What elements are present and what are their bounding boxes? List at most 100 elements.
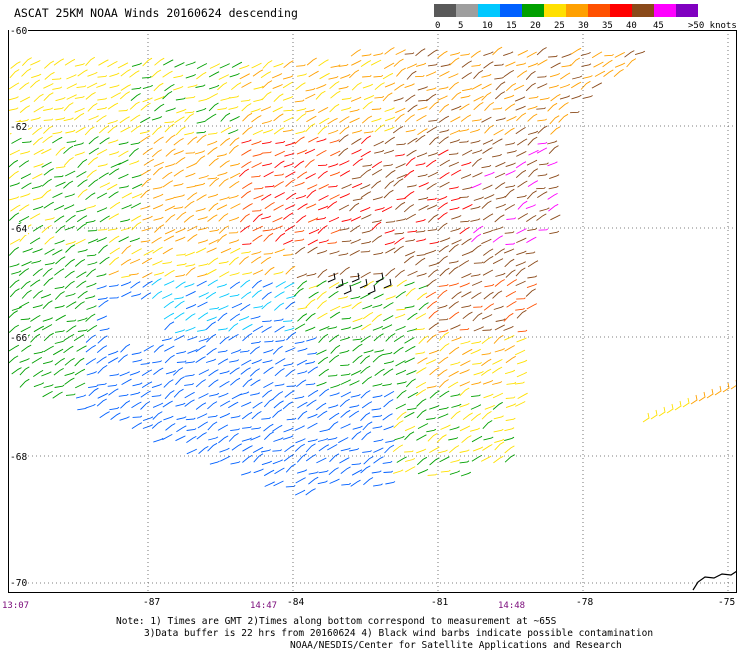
- wind-barb: [198, 337, 209, 342]
- wind-barb: [451, 91, 462, 101]
- legend-swatch-4: [522, 4, 544, 17]
- wind-barb: [274, 173, 285, 177]
- wind-barb: [415, 162, 426, 166]
- wind-barb: [494, 76, 505, 80]
- wind-barb: [427, 433, 438, 442]
- wind-barb: [285, 463, 296, 473]
- wind-barb: [175, 157, 186, 165]
- wind-barb: [349, 108, 360, 113]
- lat-label: -64: [9, 224, 29, 235]
- wind-barb: [493, 415, 504, 420]
- wind-barb: [173, 74, 184, 79]
- wind-barb: [294, 238, 305, 242]
- wind-barb: [415, 62, 427, 67]
- wind-barb: [152, 246, 163, 254]
- wind-barb: [130, 391, 141, 396]
- wind-barb: [362, 83, 374, 89]
- wind-barb: [241, 139, 252, 144]
- wind-barb: [706, 388, 714, 399]
- wind-barb: [714, 385, 722, 396]
- wind-barb: [219, 137, 231, 146]
- wind-barb: [263, 366, 274, 374]
- wind-barb: [318, 470, 329, 474]
- wind-barb: [129, 237, 141, 243]
- wind-barb: [482, 380, 494, 385]
- wind-barb: [492, 258, 504, 265]
- wind-barb: [418, 302, 429, 311]
- wind-barb: [305, 93, 316, 100]
- wind-barb: [54, 329, 65, 333]
- wind-barb: [19, 358, 30, 363]
- wind-barb: [449, 445, 460, 454]
- wind-barb: [64, 258, 75, 268]
- legend-swatch-9: [632, 4, 654, 17]
- wind-barb: [131, 422, 143, 429]
- wind-barb: [132, 183, 143, 190]
- wind-barb: [504, 103, 516, 111]
- wind-barb: [184, 131, 195, 136]
- wind-barb: [239, 73, 250, 80]
- wind-barb: [495, 161, 506, 168]
- wind-barb: [449, 186, 459, 190]
- wind-barb: [242, 445, 253, 452]
- wind-barb: [429, 136, 440, 146]
- wind-barb: [294, 425, 305, 431]
- wind-barb: [64, 193, 75, 198]
- wind-barb: [209, 63, 221, 69]
- wind-barb: [33, 148, 44, 155]
- wind-barb: [284, 152, 295, 157]
- wind-barb: [261, 141, 272, 145]
- wind-barb: [307, 422, 318, 429]
- wind-barb: [261, 120, 273, 125]
- wind-barb: [228, 216, 240, 222]
- wind-barb: [176, 211, 187, 221]
- wind-barb: [151, 69, 162, 78]
- wind-barb: [373, 52, 384, 57]
- wind-barb: [427, 228, 438, 232]
- legend-label: 5: [458, 21, 464, 31]
- wind-barb: [570, 81, 582, 89]
- wind-barb: [297, 306, 308, 310]
- wind-barb: [76, 280, 87, 289]
- wind-barb: [372, 354, 383, 363]
- wind-barb: [371, 235, 383, 243]
- wind-barb: [30, 315, 41, 322]
- wind-barb: [63, 334, 75, 341]
- wind-barb: [349, 380, 360, 386]
- wind-barb: [506, 301, 517, 308]
- wind-barb: [9, 238, 21, 245]
- wind-barb: [503, 325, 514, 331]
- wind-barb: [239, 213, 250, 223]
- wind-barb: [448, 301, 459, 309]
- map-frame: [8, 30, 737, 593]
- legend-label: 10: [482, 21, 493, 31]
- wind-barb: [285, 171, 296, 178]
- wind-barb: [294, 395, 305, 400]
- wind-barb: [440, 63, 451, 67]
- wind-barb: [461, 72, 472, 80]
- wind-barb: [63, 180, 74, 189]
- wind-barb: [131, 293, 142, 297]
- wind-barb: [494, 438, 505, 444]
- wind-barb: [282, 81, 294, 89]
- wind-barb: [297, 401, 308, 409]
- wind-barb: [352, 343, 363, 352]
- wind-barb: [253, 194, 264, 200]
- wind-barb: [328, 421, 339, 431]
- wind-barb: [238, 256, 249, 265]
- wind-barb: [372, 425, 383, 429]
- wind-barb: [132, 415, 143, 418]
- wind-barb: [41, 178, 52, 187]
- wind-barb: [55, 117, 66, 121]
- wind-barb: [54, 384, 65, 388]
- wind-barb: [550, 93, 561, 102]
- wind-barb: [472, 172, 483, 178]
- wind-barb: [96, 148, 108, 156]
- wind-barb: [634, 50, 646, 56]
- wind-barb: [328, 76, 339, 80]
- wind-barb: [383, 302, 394, 309]
- wind-barb: [492, 235, 503, 243]
- wind-barb: [249, 368, 260, 377]
- wind-barb: [219, 381, 230, 388]
- wind-barb: [373, 293, 384, 300]
